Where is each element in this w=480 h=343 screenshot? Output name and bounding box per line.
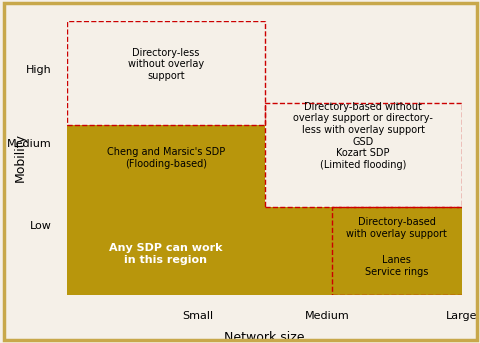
Text: Any SDP can work
in this region: Any SDP can work in this region xyxy=(109,243,222,264)
Bar xyxy=(67,125,264,295)
Text: Cheng and Marsic's SDP
(Flooding-based): Cheng and Marsic's SDP (Flooding-based) xyxy=(107,147,225,168)
Text: Low: Low xyxy=(30,221,51,232)
Text: Medium: Medium xyxy=(7,139,51,149)
Text: Directory-based
with overlay support: Directory-based with overlay support xyxy=(346,217,446,238)
Text: Large: Large xyxy=(445,311,477,321)
Text: Lanes
Service rings: Lanes Service rings xyxy=(364,256,428,277)
Text: Mobility: Mobility xyxy=(13,133,26,182)
Text: Medium: Medium xyxy=(305,311,349,321)
Text: Directory-less
without overlay
support: Directory-less without overlay support xyxy=(128,48,204,81)
Bar xyxy=(331,207,480,295)
Bar xyxy=(264,207,461,295)
Text: Small: Small xyxy=(181,311,213,321)
Bar xyxy=(264,103,461,207)
Text: High: High xyxy=(26,65,51,75)
Text: Directory-based without
overlay support or directory-
less with overlay support
: Directory-based without overlay support … xyxy=(293,102,432,170)
Text: Network size: Network size xyxy=(224,331,304,343)
Bar xyxy=(67,21,264,125)
